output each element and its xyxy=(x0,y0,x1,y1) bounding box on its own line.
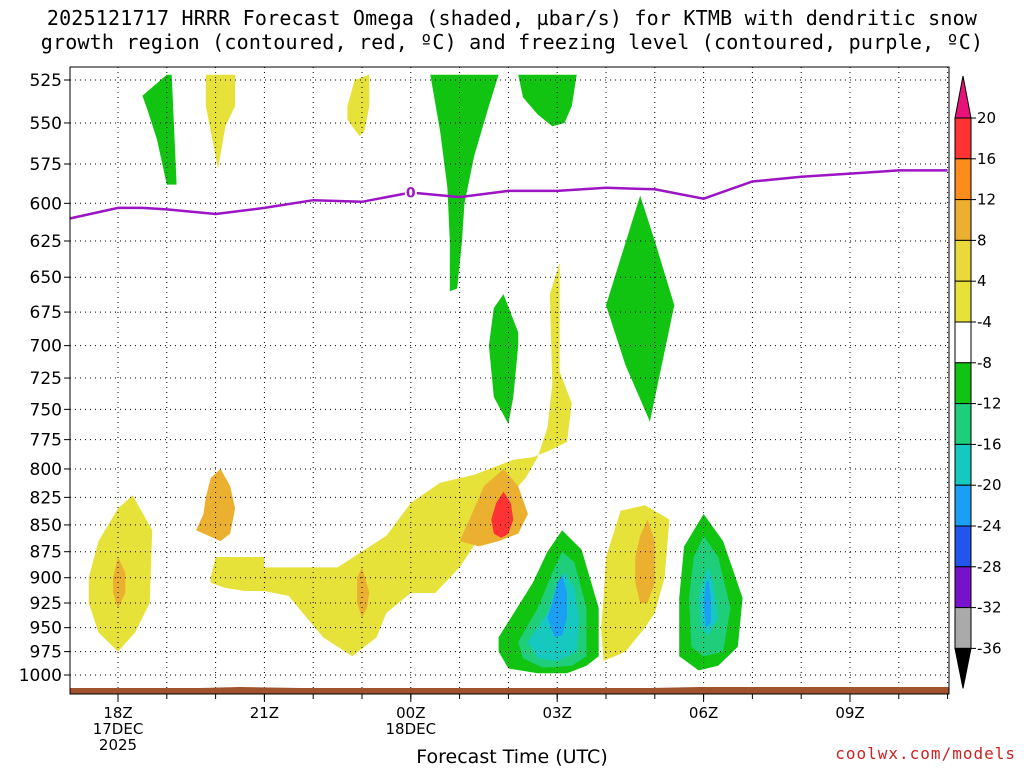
colorbar-segment-9 xyxy=(954,484,972,527)
omega-region-12 xyxy=(459,468,528,547)
colorbar-segment-2 xyxy=(954,199,972,241)
colorbar-label-13: -36 xyxy=(977,639,1002,657)
freezing-level-path xyxy=(70,169,948,220)
omega-region-13 xyxy=(491,491,514,538)
y-tick-label-575: 575 xyxy=(30,155,62,175)
x-tick-label-9-0: 03Z xyxy=(543,704,572,722)
omega-region-3 xyxy=(430,74,499,292)
colorbar-segment-4 xyxy=(954,280,972,323)
y-tick-label-750: 750 xyxy=(30,400,62,420)
y-tick-label-600: 600 xyxy=(30,194,62,214)
chart-title: 2025121717 HRRR Forecast Omega (shaded, … xyxy=(0,6,1024,54)
omega-region-11 xyxy=(357,567,370,618)
colorbar-segment-8 xyxy=(954,443,972,486)
y-tick-label-925: 925 xyxy=(30,594,62,614)
colorbar-label-4: 4 xyxy=(977,272,987,290)
colorbar-segment-3 xyxy=(954,239,972,282)
omega-region-8 xyxy=(113,557,126,608)
omega-region-4 xyxy=(518,74,577,127)
y-tick-label-825: 825 xyxy=(30,488,62,508)
y-tick-label-900: 900 xyxy=(30,569,62,589)
credit-link[interactable]: coolwx.com/models xyxy=(835,744,1016,763)
colorbar-segment-7 xyxy=(954,403,972,445)
y-tick-label-525: 525 xyxy=(30,71,62,91)
y-tick-label-800: 800 xyxy=(30,460,62,480)
colorbar-label-9: -20 xyxy=(977,476,1002,494)
plot-frame xyxy=(69,66,950,695)
colorbar-bottom-arrow xyxy=(954,647,972,689)
colorbar-label-1: 16 xyxy=(977,150,996,168)
omega-region-15 xyxy=(635,519,655,603)
y-axis: 525 550 575 600 625 650 675 700 725 750 775 800 825 8… xyxy=(19,71,70,686)
x-tick-label-0-2: 2025 xyxy=(99,736,137,754)
y-tick-label-725: 725 xyxy=(30,369,62,389)
omega-region-9 xyxy=(210,262,572,657)
omega-region-23 xyxy=(703,579,711,628)
colorbar: 20 16 12 8 4 -4 -8 -12 -16 -20 -24 -28 -32 -36 xyxy=(954,75,1002,689)
colorbar-label-6: -8 xyxy=(977,354,992,372)
x-tick-label-15-0: 09Z xyxy=(835,704,864,722)
colorbar-segment-1 xyxy=(954,158,972,201)
omega-region-2 xyxy=(347,74,370,137)
freezing-label-bg xyxy=(404,184,417,201)
omega-region-5 xyxy=(606,195,675,422)
y-tick-label-875: 875 xyxy=(30,543,62,563)
omega-region-6 xyxy=(488,294,519,424)
omega-region-19 xyxy=(547,574,567,638)
y-tick-label-700: 700 xyxy=(30,337,62,357)
omega-region-0 xyxy=(142,74,177,185)
colorbar-segment-6 xyxy=(954,362,972,405)
colorbar-label-10: -24 xyxy=(977,517,1002,535)
x-tick-label-12-0: 06Z xyxy=(689,704,718,722)
colorbar-label-8: -16 xyxy=(977,435,1002,453)
colorbar-label-11: -28 xyxy=(977,558,1002,576)
x-axis-title: Forecast Time (UTC) xyxy=(416,746,608,768)
colorbar-segment-11 xyxy=(954,566,972,609)
freezing-level-line: 0 xyxy=(70,169,948,220)
y-tick-label-675: 675 xyxy=(30,303,62,323)
y-tick-label-625: 625 xyxy=(30,232,62,252)
freezing-level-label: 0 xyxy=(406,185,416,201)
colorbar-label-12: -32 xyxy=(977,599,1002,617)
x-tick-label-0-0: 18Z xyxy=(103,704,132,722)
ground-surface xyxy=(70,687,949,694)
colorbar-segment-last xyxy=(954,607,972,649)
colorbar-top-arrow xyxy=(954,75,972,119)
y-tick-label-550: 550 xyxy=(30,114,62,134)
chart-title-line2: growth region (contoured, red, ºC) and f… xyxy=(40,30,984,54)
colorbar-label-5: -4 xyxy=(977,313,992,331)
omega-shading xyxy=(88,74,743,674)
colorbar-label-0: 20 xyxy=(977,109,996,127)
y-tick-label-850: 850 xyxy=(30,516,62,536)
colorbar-segment-10 xyxy=(954,525,972,568)
colorbar-segment-5 xyxy=(954,321,972,364)
y-tick-label-775: 775 xyxy=(30,431,62,451)
omega-region-10 xyxy=(196,468,236,542)
x-tick-label-6-1: 18DEC xyxy=(386,720,437,738)
colorbar-label-7: -12 xyxy=(977,395,1002,413)
omega-region-14 xyxy=(601,505,670,661)
y-tick-label-975: 975 xyxy=(30,643,62,663)
colorbar-segment-0 xyxy=(954,117,972,160)
chart-title-line1: 2025121717 HRRR Forecast Omega (shaded, … xyxy=(46,6,978,30)
y-tick-label-950: 950 xyxy=(30,619,62,639)
colorbar-label-2: 12 xyxy=(977,191,996,209)
colorbar-label-3: 8 xyxy=(977,231,987,249)
y-tick-label-1000: 1000 xyxy=(19,666,62,686)
y-tick-label-650: 650 xyxy=(30,268,62,288)
x-tick-label-6-0: 00Z xyxy=(396,704,425,722)
x-tick-label-0-1: 17DEC xyxy=(93,720,144,738)
terrain-strip xyxy=(70,687,949,694)
x-tick-label-3-0: 21Z xyxy=(250,704,279,722)
omega-region-1 xyxy=(205,74,236,169)
